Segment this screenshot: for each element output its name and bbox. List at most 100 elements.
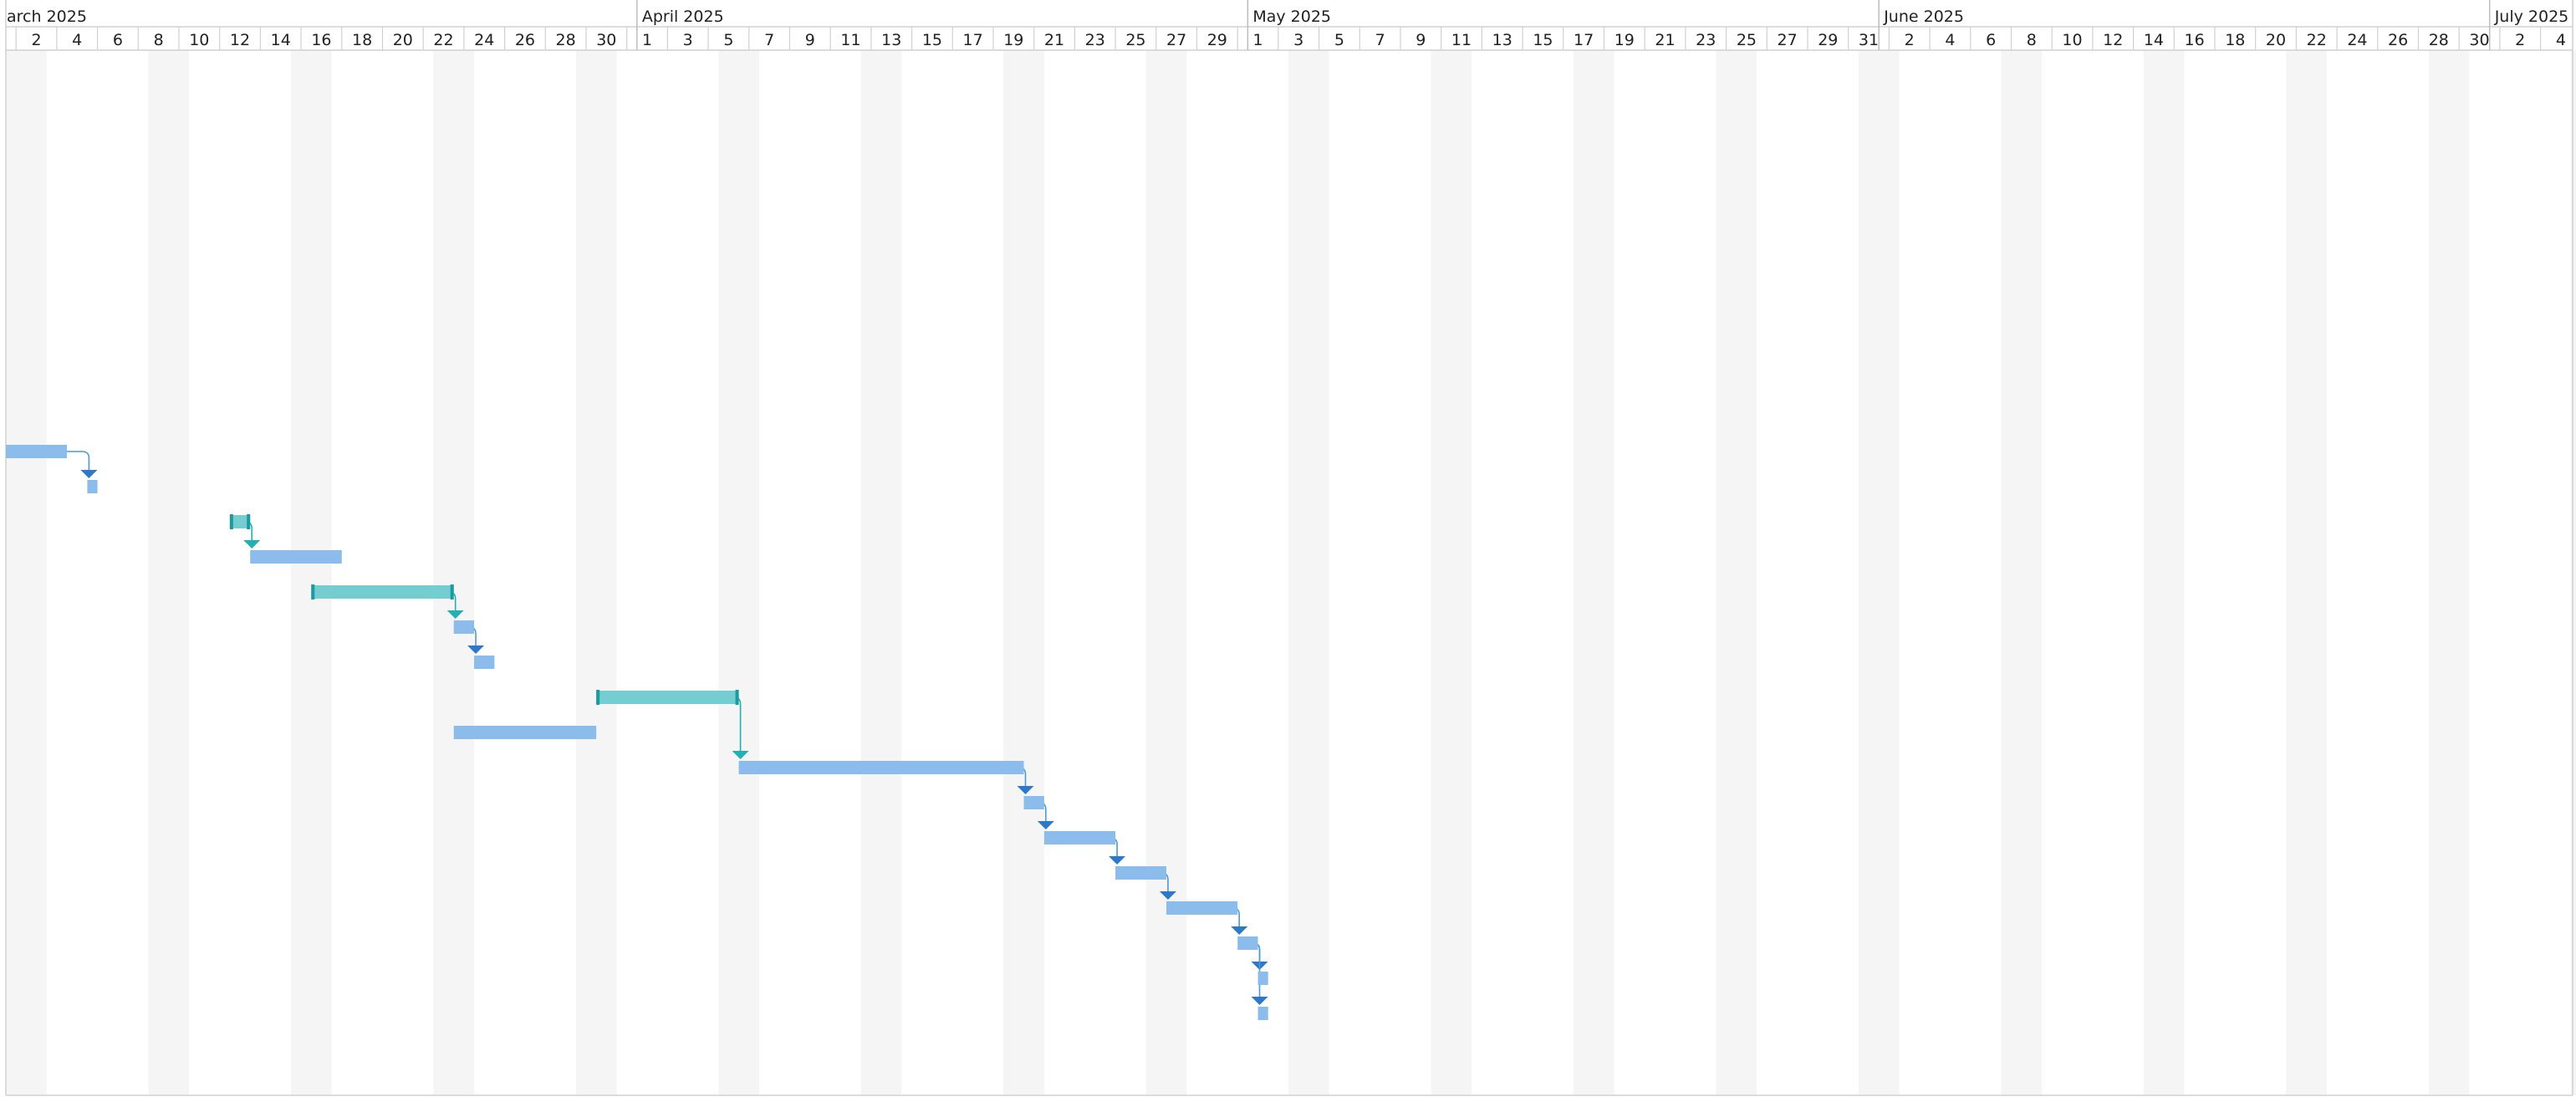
month-header: arch 2025 April 2025 May 2025 June 2025 July… [7,0,2568,50]
weekend-column [1431,50,1472,1095]
day-label: 20 [2266,31,2286,49]
critical-end-cap [735,690,739,705]
day-label: 25 [1737,31,1757,49]
weekend-column [2001,50,2042,1095]
task-bar-t16[interactable] [1257,972,1268,985]
day-label: 1 [642,31,652,49]
task-bar[interactable] [474,656,495,669]
task-bar[interactable] [6,445,68,458]
task-bar-t1[interactable] [6,445,68,458]
weekend-column [2428,50,2470,1095]
day-label: 24 [474,31,494,49]
day-label: 14 [2144,31,2164,49]
critical-end-cap [247,514,251,529]
day-label: 25 [1125,31,1145,49]
day-label: 9 [1416,31,1426,49]
task-bar-t2[interactable] [87,480,98,493]
day-label: 18 [352,31,372,49]
day-label: 21 [1655,31,1675,49]
month-label: May 2025 [1252,8,1331,26]
day-label: 27 [1166,31,1186,49]
weekend-column [2143,50,2185,1095]
task-bar-t6[interactable] [453,620,475,634]
critical-task-bar[interactable] [311,585,454,599]
task-bar-t14[interactable] [1166,901,1238,915]
dependency-arrow-icon [1159,891,1176,900]
day-label: 6 [113,31,123,49]
day-label: 2 [1905,31,1915,49]
task-bar-t8[interactable] [596,690,739,705]
weekend-column [2571,50,2576,1095]
task-bar-t5[interactable] [311,584,454,600]
day-label: 19 [1003,31,1023,49]
weekend-column [575,50,617,1095]
dependency-arrow-icon [732,751,749,759]
day-label: 23 [1696,31,1716,49]
task-bar[interactable] [1043,831,1116,844]
day-label: 17 [963,31,983,49]
day-label: 30 [596,31,616,49]
day-label: 14 [271,31,291,49]
task-bar-t10[interactable] [738,761,1024,774]
task-bar[interactable] [738,761,1024,774]
day-label: 5 [1334,31,1344,49]
critical-task-bar[interactable] [596,691,739,704]
task-bar[interactable] [1237,936,1258,950]
dependency-arrow-icon [243,540,261,548]
day-label: 12 [2103,31,2123,49]
day-label: 17 [1574,31,1594,49]
weekend-column [433,50,475,1095]
task-bars[interactable] [6,445,1268,1020]
dependency-arrow-icon [1037,821,1054,829]
day-label: 15 [1533,31,1553,49]
dependency-arrow-icon [1017,786,1034,794]
critical-start-cap [311,584,315,600]
task-bar-t3[interactable] [229,514,251,529]
day-label: 13 [881,31,901,49]
weekend-column [148,50,190,1095]
month-label: July 2025 [2494,8,2569,26]
task-bar-t13[interactable] [1115,866,1166,880]
task-bar-t7[interactable] [474,656,495,669]
task-bar[interactable] [1166,901,1238,915]
task-bar[interactable] [87,480,98,493]
month-label: April 2025 [642,8,724,26]
day-label: 28 [2429,31,2449,49]
task-bar-t15[interactable] [1237,936,1258,950]
weekend-column [1858,50,1900,1095]
day-label: 6 [1986,31,1996,49]
day-label: 21 [1044,31,1064,49]
critical-end-cap [450,584,454,600]
weekend-column [1573,50,1614,1095]
day-label: 20 [393,31,413,49]
task-bar-t4[interactable] [250,550,342,564]
critical-task-bar[interactable] [229,515,251,528]
weekend-column [1145,50,1187,1095]
day-label: 19 [1614,31,1635,49]
day-label: 27 [1778,31,1798,49]
task-bar[interactable] [1023,796,1044,809]
task-bar[interactable] [1257,1007,1268,1020]
task-bar-t9[interactable] [453,726,597,739]
weekend-column [290,50,332,1095]
task-bar-t12[interactable] [1043,831,1116,844]
day-label: 30 [2469,31,2489,49]
day-label: 7 [1375,31,1385,49]
day-label: 26 [515,31,535,49]
weekend-column [860,50,902,1095]
weekend-column [1288,50,1329,1095]
day-label: 7 [764,31,774,49]
task-bar[interactable] [1257,972,1268,985]
dependency-arrow-icon [1251,997,1268,1005]
day-label: 4 [72,31,82,49]
task-bar[interactable] [1115,866,1166,880]
task-bar-t17[interactable] [1257,1007,1268,1020]
day-header: 2 4 6 8 10 12 14 16 18 20 22 24 26 28 30 1 3 5 7 9 11 13 15 17 1… [15,27,2566,50]
task-bar[interactable] [453,726,597,739]
task-bar-t11[interactable] [1023,796,1044,809]
task-bar[interactable] [453,620,475,634]
task-bar[interactable] [250,550,342,564]
day-label: 15 [922,31,942,49]
